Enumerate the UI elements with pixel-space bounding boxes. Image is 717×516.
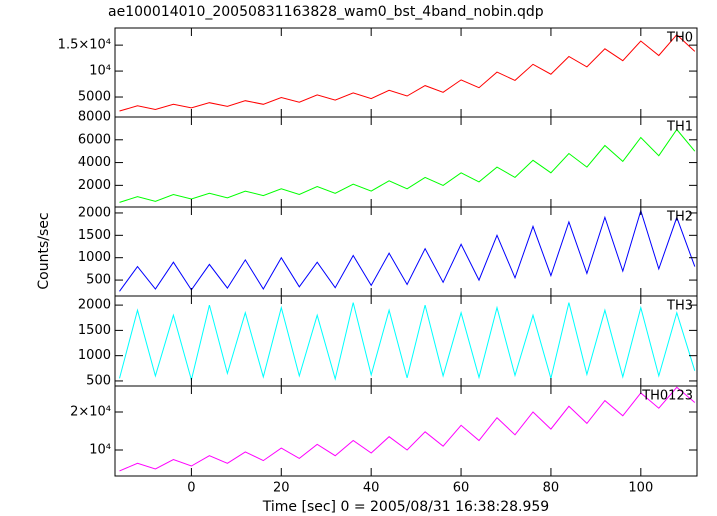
x-tick-label: 100 bbox=[628, 481, 653, 496]
trace bbox=[119, 208, 696, 292]
trace bbox=[119, 386, 696, 472]
panel-label: TH1 bbox=[666, 120, 693, 135]
x-axis-label: Time [sec] 0 = 2005/08/31 16:38:28.959 bbox=[262, 499, 549, 515]
y-tick-label: 1000 bbox=[78, 348, 111, 363]
panel-label: TH3 bbox=[666, 299, 693, 314]
y-tick-label: 6000 bbox=[78, 132, 111, 147]
panel-label: TH0123 bbox=[641, 389, 693, 404]
panel-frame bbox=[114, 116, 698, 208]
y-tick-label: 5000 bbox=[78, 90, 111, 105]
y-tick-label: 10⁴ bbox=[89, 64, 111, 79]
y-tick-label: 1500 bbox=[78, 323, 111, 338]
y-tick-label: 2000 bbox=[78, 178, 111, 193]
trace bbox=[119, 302, 696, 382]
chart-title: ae100014010_20050831163828_wam0_bst_4ban… bbox=[108, 4, 544, 20]
panel-frame bbox=[114, 27, 698, 118]
trace bbox=[119, 33, 696, 112]
y-tick-label: 500 bbox=[86, 373, 111, 388]
x-tick-label: 20 bbox=[273, 481, 290, 496]
trace bbox=[119, 128, 696, 203]
y-tick-label: 1500 bbox=[78, 228, 111, 243]
y-tick-label: 2000 bbox=[78, 205, 111, 220]
x-tick-label: 0 bbox=[187, 481, 195, 496]
x-tick-label: 80 bbox=[543, 481, 560, 496]
panel-label: TH0 bbox=[666, 31, 693, 46]
y-tick-label: 4000 bbox=[78, 155, 111, 170]
y-tick-label: 2×10⁴ bbox=[70, 404, 111, 419]
y-tick-label: 1000 bbox=[78, 250, 111, 265]
y-tick-label: 8000 bbox=[78, 110, 111, 125]
panel-frame bbox=[114, 385, 698, 477]
y-axis-label: Counts/sec bbox=[36, 212, 52, 289]
y-tick-label: 500 bbox=[86, 273, 111, 288]
panel-label: TH2 bbox=[666, 210, 693, 225]
x-tick-label: 40 bbox=[363, 481, 380, 496]
y-tick-label: 2000 bbox=[78, 298, 111, 313]
y-tick-label: 10⁴ bbox=[89, 443, 111, 458]
y-tick-label: 1.5×10⁴ bbox=[58, 38, 111, 53]
x-tick-label: 60 bbox=[453, 481, 470, 496]
